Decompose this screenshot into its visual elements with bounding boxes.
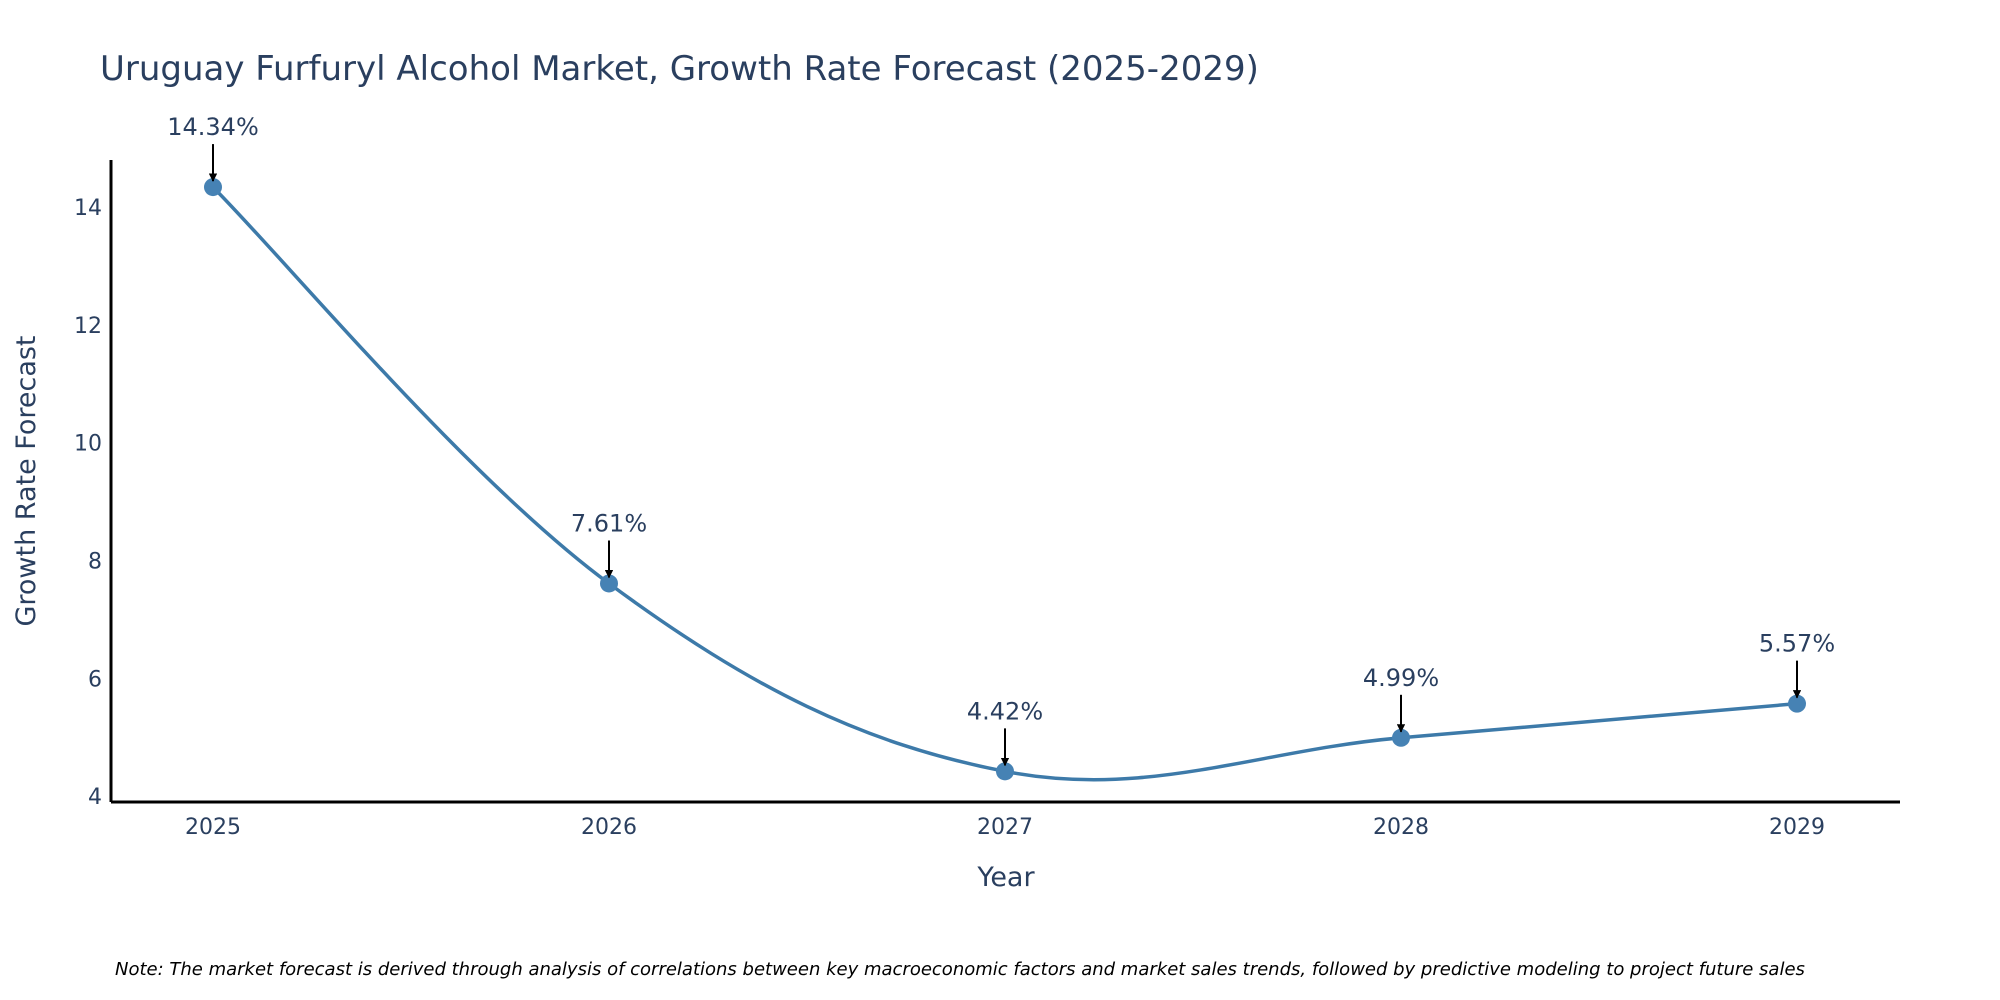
y-axis-ticks: 4 6 8 10 12 14 [74,196,102,810]
y-tick-label: 14 [74,196,102,221]
data-point [600,574,618,593]
data-label: 14.34% [167,113,259,141]
y-tick-label: 4 [88,785,102,810]
data-point [1392,728,1410,747]
x-axis-ticks: 2025 2026 2027 2028 2029 [185,815,1825,840]
x-tick-label: 2025 [185,815,241,840]
data-point [204,178,222,197]
y-tick-label: 10 [74,432,102,457]
y-tick-label: 8 [88,550,102,575]
data-label-annotations: 14.34% 7.61% 4.42% 4.99% 5.57% [167,113,1835,767]
forecast-note: Note: The market forecast is derived thr… [115,959,1805,980]
y-tick-label: 6 [88,667,102,692]
series-line [211,185,1798,782]
data-point [1788,694,1806,713]
x-axis-title: Year [976,862,1035,893]
y-tick-label: 12 [74,314,102,339]
x-tick-label: 2026 [581,815,637,840]
x-tick-label: 2027 [977,815,1033,840]
data-label: 4.42% [967,697,1043,725]
data-label: 7.61% [571,509,647,537]
chart-title: Uruguay Furfuryl Alcohol Market, Growth … [100,49,1259,89]
data-label: 4.99% [1363,664,1439,692]
series-markers [204,178,1806,781]
x-tick-label: 2028 [1373,815,1429,840]
data-label: 5.57% [1759,630,1835,658]
y-axis-title: Growth Rate Forecast [11,335,42,626]
x-tick-label: 2029 [1769,815,1825,840]
data-point [996,762,1014,781]
